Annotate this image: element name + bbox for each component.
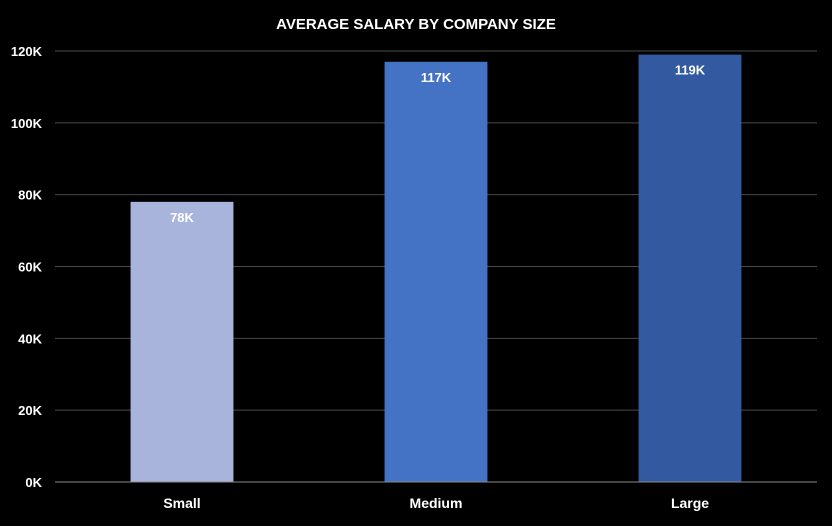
data-labels: 78K 117K 119K <box>170 63 706 225</box>
y-tick-label: 120K <box>11 44 43 59</box>
y-tick-label: 100K <box>11 116 43 131</box>
chart-title: AVERAGE SALARY BY COMPANY SIZE <box>276 16 556 33</box>
bars <box>130 54 742 483</box>
y-tick-label: 80K <box>18 188 42 203</box>
data-label-medium: 117K <box>421 70 452 85</box>
y-tick-label: 60K <box>18 260 42 275</box>
y-tick-label: 40K <box>18 331 42 346</box>
bar-medium <box>384 61 488 483</box>
bar-small <box>130 201 234 482</box>
y-tick-label: 0K <box>25 475 42 490</box>
x-category-label: Medium <box>410 495 463 511</box>
data-label-small: 78K <box>170 210 194 225</box>
x-category-label: Large <box>671 495 709 511</box>
x-axis-category-labels: Small Medium Large <box>163 495 709 511</box>
y-axis-tick-labels: 0K 20K 40K 60K 80K 100K 120K <box>11 44 43 490</box>
y-tick-label: 20K <box>18 403 42 418</box>
bar-large <box>638 54 742 482</box>
x-category-label: Small <box>163 495 200 511</box>
data-label-large: 119K <box>675 63 706 78</box>
